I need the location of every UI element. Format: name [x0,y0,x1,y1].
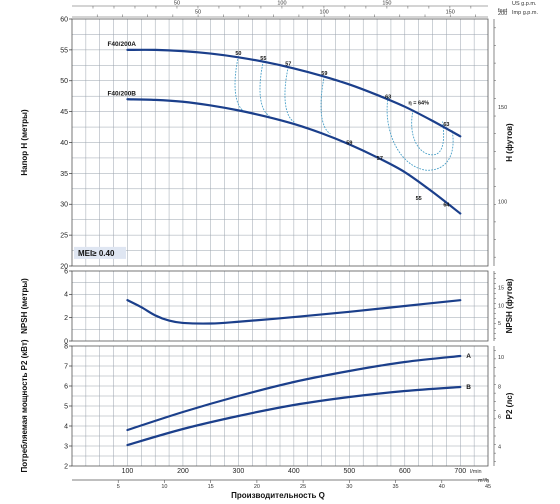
y-tick-label: 6 [64,268,68,275]
head-panel: 20 25 30 35 40 45 50 55 60 Напор H (метры) 100 150 2… [20,8,514,270]
m3h-tick-label: 35 [392,484,398,490]
npsh-panel: 0 2 4 6 NPSH (метры) 5 10 15 NPSH (футов) [20,268,514,345]
y-axis-title: NPSH (метры) [20,278,29,334]
y-tick-label: 40 [60,140,68,147]
efficiency-iso-line [320,75,331,135]
bottom-flow-axes: 100 200 300 400 500 600 700 l/min 5 10 15 20 25 30 35 4… [72,468,491,500]
secondary-y-axis-title: H (футов) [505,123,514,162]
efficiency-label: 63 [443,122,449,128]
efficiency-label: 59 [346,141,352,147]
efficiency-label: 50 [235,51,241,57]
y-tick-label: 4 [64,423,68,430]
us-gpm-tick-label: 150 [382,1,391,7]
head-curve [126,48,462,138]
m3h-tick-label: 5 [117,484,120,490]
efficiency-label: 57 [377,156,383,162]
secondary-y-unit: feet [498,8,508,14]
us-gpm-tick-label: 100 [277,1,286,7]
efficiency-label: 59 [321,71,327,77]
y-tick-label: 3 [64,443,68,450]
m3h-tick-label: 45 [485,484,491,490]
y-tick-label: 0 [64,338,68,345]
x-axis-unit: l/min [470,469,482,475]
x-tick-label: 200 [177,468,189,475]
top-flow-axes: 50 100 150 50 100 150 US g.p.m. Imp g.p.m. [72,1,538,18]
us-gpm-unit: US g.p.m. [512,1,537,7]
power-curve [126,385,462,447]
y-tick-label: 35 [60,171,68,178]
secondary-y-tick-label: 100 [498,199,507,205]
power-panel: 2 3 4 5 6 7 8 Потребляемая мощность P2 (кВт) 4 6 8… [20,339,514,472]
m3h-tick-label: 40 [439,484,445,490]
y-tick-label: 50 [60,78,68,85]
m3h-tick-label: 10 [161,484,167,490]
m3h-tick-label: 30 [346,484,352,490]
y-tick-label: 6 [64,383,68,390]
efficiency-iso-line [259,60,270,117]
imp-gpm-unit: Imp g.p.m. [512,10,538,16]
y-tick-label: 55 [60,47,68,54]
efficiency-label: 55 [416,196,422,202]
x-tick-label: 400 [288,468,300,475]
secondary-y-tick-label: 200 [498,11,507,17]
efficiency-iso-line-63 [386,96,454,171]
efficiency-label: 64 [443,202,450,208]
curve-label: B [466,384,471,391]
x-axis-title: Производительность Q [231,491,325,500]
secondary-y-tick-label: 10 [498,303,504,309]
imp-gpm-tick-label: 100 [320,10,329,16]
secondary-y-tick-label: 10 [498,355,504,361]
y-tick-label: 30 [60,202,68,209]
efficiency-label: 57 [285,62,291,68]
imp-gpm-tick-label: 50 [195,10,201,16]
secondary-y-tick-label: 150 [498,105,507,111]
efficiency-label: η = 64% [408,100,429,106]
y-tick-label: 5 [64,403,68,410]
us-gpm-tick-label: 50 [174,1,180,7]
x-tick-label: 700 [454,468,466,475]
efficiency-iso-line-64 [411,109,445,156]
secondary-y-tick-label: 4 [498,444,501,450]
secondary-y-tick-label: 6 [498,415,501,421]
efficiency-iso-line [234,55,245,113]
y-tick-label: 4 [64,292,68,299]
power-curve [126,354,462,432]
imp-gpm-tick-label: 150 [446,10,455,16]
y-tick-label: 45 [60,109,68,116]
y-axis-title: Потребляемая мощность P2 (кВт) [20,339,29,472]
y-tick-label: 8 [64,343,68,350]
efficiency-iso-line [284,66,295,123]
y-tick-label: 7 [64,363,68,370]
m3h-tick-label: 15 [208,484,214,490]
curve-label: F40/200A [107,41,136,48]
y-tick-label: 20 [60,263,68,270]
curve-label: A [466,353,471,360]
y-tick-label: 60 [60,16,68,23]
m3h-tick-label: 25 [300,484,306,490]
curve-label: F40/200B [107,90,136,97]
efficiency-label: 63 [385,94,391,100]
secondary-y-tick-label: 5 [498,321,501,327]
m3h-tick-label: 20 [254,484,260,490]
x-tick-label: 500 [343,468,355,475]
y-axis-title: Напор H (метры) [20,109,29,176]
secondary-y-axis-title: P2 (лс) [505,392,514,419]
secondary-y-tick-label: 8 [498,385,501,391]
y-tick-label: 2 [64,315,68,322]
mei-badge-label: MEI≥ 0.40 [78,249,115,258]
head-curve [126,98,462,215]
m3h-unit: m³/h [478,478,489,484]
x-tick-label: 300 [233,468,245,475]
y-tick-label: 2 [64,463,68,470]
secondary-y-axis-title: NPSH (футов) [505,278,514,333]
x-tick-label: 100 [122,468,134,475]
x-tick-label: 600 [399,468,411,475]
mei-badge [74,246,126,259]
y-tick-label: 25 [60,233,68,240]
secondary-y-tick-label: 15 [498,286,504,292]
efficiency-label: 55 [260,56,266,62]
panel-frame [71,270,489,342]
npsh-curve [126,299,462,325]
